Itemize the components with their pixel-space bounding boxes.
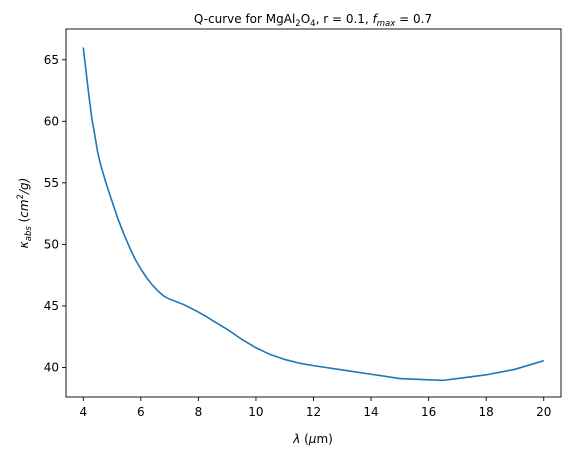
series-line	[82, 47, 544, 382]
series-layer	[82, 47, 544, 382]
axes-frame	[65, 28, 562, 398]
y-tick-label: 55	[44, 176, 59, 190]
plot-area	[65, 28, 562, 398]
x-tick-label: 4	[79, 405, 87, 419]
x-tick-label: 20	[536, 405, 551, 419]
y-axis-label: κabs (cm2/g)	[16, 178, 34, 249]
chart-title: Q-curve for MgAl2O4, r = 0.1, fmax = 0.7	[194, 12, 432, 29]
x-axis-ticks: 4 6 8 10 12 14 16 18 20	[79, 397, 551, 419]
x-tick-label: 12	[306, 405, 321, 419]
y-tick-label: 50	[44, 237, 59, 251]
x-tick-label: 6	[137, 405, 145, 419]
y-tick-label: 45	[44, 299, 59, 313]
y-tick-label: 65	[44, 53, 59, 67]
y-tick-label: 60	[44, 114, 59, 128]
y-tick-label: 40	[44, 360, 59, 374]
x-tick-label: 14	[363, 405, 378, 419]
x-tick-label: 18	[479, 405, 494, 419]
x-tick-label: 16	[421, 405, 436, 419]
x-tick-label: 8	[195, 405, 203, 419]
x-axis-label: λ (μm)	[292, 432, 333, 446]
y-axis-ticks: 40 45 50 55 60 65	[44, 53, 66, 374]
x-tick-label: 10	[248, 405, 263, 419]
